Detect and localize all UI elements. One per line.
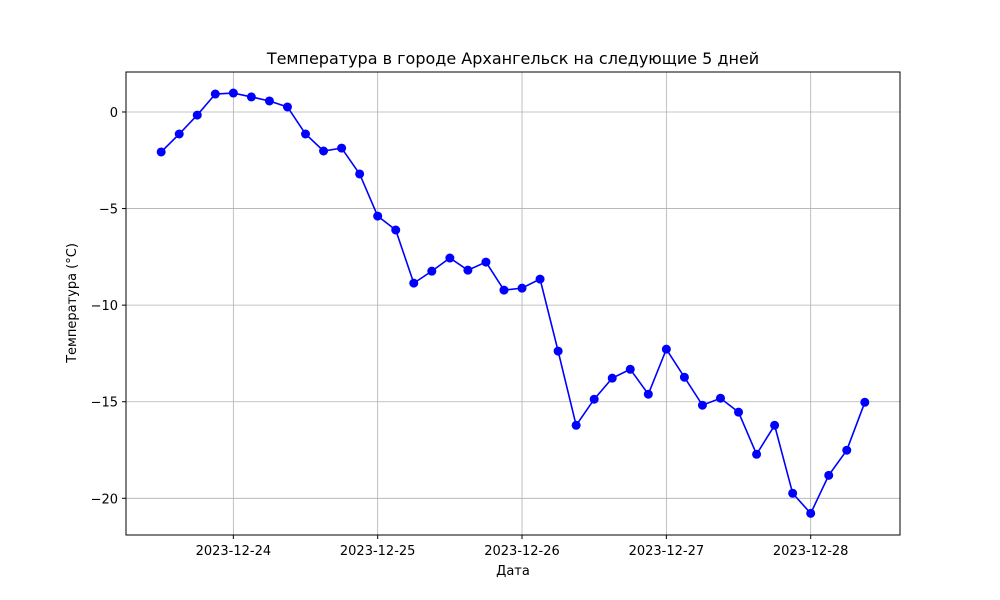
x-tick-label: 2023-12-24 bbox=[196, 544, 272, 559]
point-marker bbox=[661, 344, 671, 354]
y-axis-label: Температура (°C) bbox=[65, 243, 80, 364]
point-marker bbox=[264, 96, 274, 106]
point-marker bbox=[391, 225, 401, 235]
point-marker bbox=[481, 257, 491, 267]
point-marker bbox=[860, 397, 870, 407]
point-marker bbox=[571, 420, 581, 430]
point-marker bbox=[499, 285, 509, 295]
point-marker bbox=[463, 265, 473, 275]
point-marker bbox=[697, 400, 707, 410]
point-marker bbox=[409, 278, 419, 288]
point-marker bbox=[535, 274, 545, 284]
y-tick-label: −15 bbox=[91, 396, 118, 411]
chart-title: Температура в городе Архангельск на след… bbox=[266, 49, 759, 68]
point-marker bbox=[806, 508, 816, 518]
point-marker bbox=[210, 89, 220, 99]
point-marker bbox=[553, 346, 563, 356]
x-tick-label: 2023-12-28 bbox=[773, 544, 849, 559]
point-marker bbox=[824, 470, 834, 480]
y-tick-label: −5 bbox=[99, 203, 118, 218]
point-marker bbox=[734, 407, 744, 417]
line-series bbox=[160, 92, 866, 515]
plot-frame bbox=[125, 71, 901, 536]
y-tick-label: 0 bbox=[110, 106, 118, 121]
y-tick-label: −10 bbox=[91, 299, 118, 314]
point-marker bbox=[607, 373, 617, 383]
point-marker bbox=[355, 169, 365, 179]
x-tick-label: 2023-12-25 bbox=[340, 544, 416, 559]
x-tick-label: 2023-12-26 bbox=[484, 544, 560, 559]
point-marker bbox=[246, 92, 256, 102]
point-marker bbox=[679, 372, 689, 382]
point-marker bbox=[319, 146, 329, 156]
point-marker bbox=[445, 253, 455, 263]
point-marker bbox=[589, 394, 599, 404]
x-tick-label: 2023-12-27 bbox=[629, 544, 705, 559]
point-marker bbox=[282, 102, 292, 112]
point-marker bbox=[752, 449, 762, 459]
point-marker bbox=[337, 143, 347, 153]
y-tick-label: −20 bbox=[91, 492, 118, 507]
point-marker bbox=[228, 88, 238, 98]
point-marker bbox=[373, 211, 383, 221]
x-axis-label: Дата bbox=[496, 564, 530, 579]
point-marker bbox=[842, 445, 852, 455]
point-marker bbox=[517, 283, 527, 293]
point-marker bbox=[770, 420, 780, 430]
point-marker bbox=[156, 147, 166, 157]
point-marker bbox=[715, 393, 725, 403]
point-marker bbox=[643, 389, 653, 399]
point-marker bbox=[427, 266, 437, 276]
point-marker bbox=[301, 129, 311, 139]
point-marker bbox=[174, 129, 184, 139]
point-marker bbox=[788, 488, 798, 498]
point-marker bbox=[625, 364, 635, 374]
point-marker bbox=[192, 110, 202, 120]
